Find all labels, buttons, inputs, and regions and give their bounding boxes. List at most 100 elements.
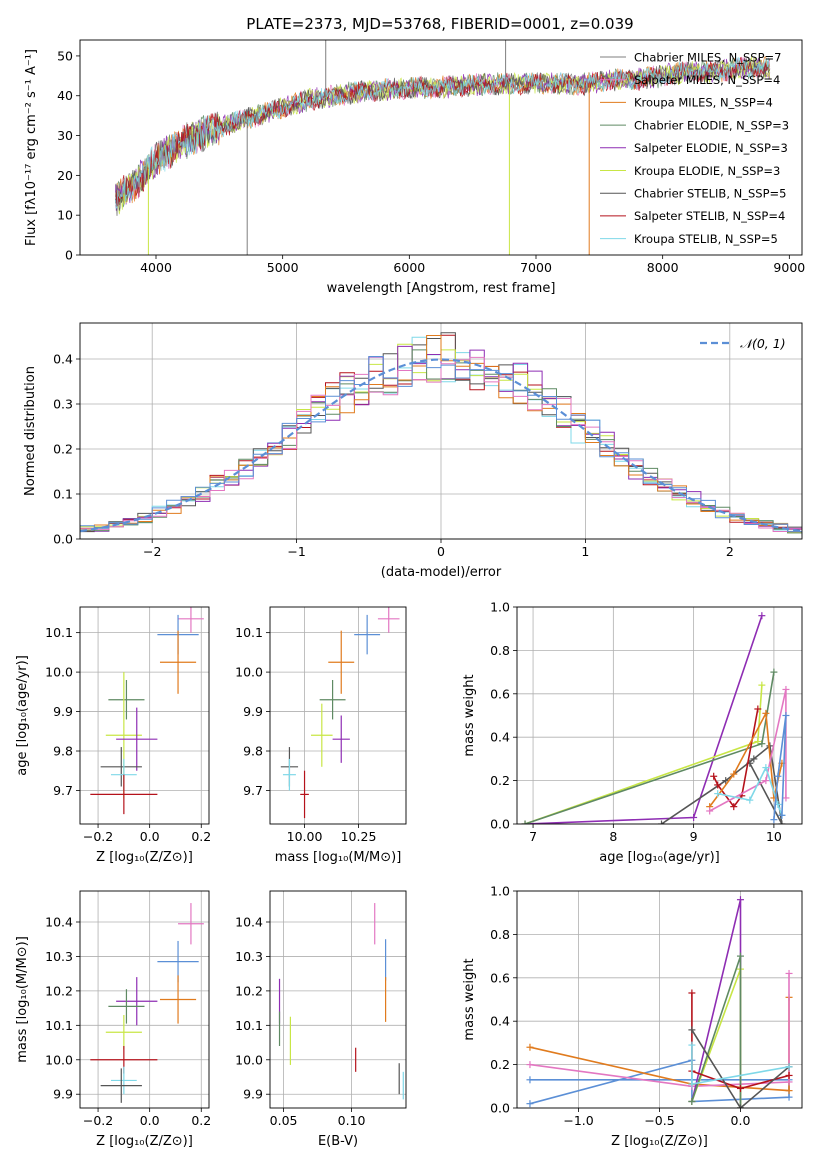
- chart-residuals: −2 −1 0 1 2 0.0 0.1 0.2 0.3 0.4 (data-model)/error…: [23, 322, 803, 580]
- y-tick-label: 0.0: [490, 1101, 510, 1116]
- chart-age_vs_z: −0.2 0.0 0.2 9.7 9.8 9.9 10.0 10.1 Z [log₁₀(Z/Z⊙…: [15, 606, 211, 865]
- y-tick-label: 10.0: [235, 1052, 263, 1067]
- x-tick-label: 9: [690, 829, 698, 844]
- x-tick-label: −1.0: [563, 1113, 593, 1128]
- x-tick-label: 8: [609, 829, 617, 844]
- x-tick-label: −0.5: [644, 1113, 674, 1128]
- y-tick-label: 0.0: [53, 532, 73, 547]
- y-tick-label: 0.2: [490, 1057, 510, 1072]
- spectrum-legend: Chabrier MILES, N_SSP=7 Salpeter MILES, N…: [600, 50, 789, 246]
- legend-label: Salpeter MILES, N_SSP=4: [634, 73, 780, 87]
- x-tick-label: −0.2: [83, 829, 113, 844]
- legend-label: Chabrier MILES, N_SSP=7: [634, 50, 781, 64]
- weight-series: [521, 612, 790, 824]
- chart-mass_vs_ebv: 0.05 0.10 9.9 10.0 10.1 10.2 10.3 10.4 E(B-V): [235, 890, 407, 1149]
- weight-line: [661, 744, 783, 824]
- y-axis-label: age [log₁₀(age/yr)]: [15, 655, 30, 776]
- y-tick-label: 10.3: [235, 949, 263, 964]
- y-axis-label: Normed distribution: [23, 366, 38, 496]
- figure-title: PLATE=2373, MJD=53768, FIBERID=0001, z=0…: [246, 15, 633, 33]
- x-tick-label: 0.2: [191, 1113, 211, 1128]
- errorbar-points: [278, 903, 404, 1100]
- plot-frame: [79, 322, 803, 540]
- y-tick-label: 10.0: [235, 665, 263, 680]
- y-tick-label: 50: [57, 48, 73, 63]
- legend-label: Chabrier ELODIE, N_SSP=3: [634, 118, 789, 132]
- y-tick-label: 10.3: [45, 949, 73, 964]
- x-tick-label: 5000: [267, 260, 299, 275]
- x-axis-label: wavelength [Angstrom, rest frame]: [327, 281, 556, 296]
- spectrum-lines: [115, 40, 771, 255]
- y-tick-label: 9.9: [53, 704, 73, 719]
- y-tick-label: 1.0: [490, 600, 510, 615]
- y-tick-label: 10.2: [235, 983, 263, 998]
- chart-age_vs_mass: 10.00 10.25 9.7 9.8 9.9 10.0 10.1 mass [log₁₀(M…: [235, 606, 407, 865]
- x-tick-label: 1: [581, 544, 589, 559]
- y-tick-label: 0.8: [490, 927, 510, 942]
- x-tick-label: 7000: [520, 260, 552, 275]
- weight-line: [709, 689, 787, 812]
- x-tick-label: 2: [726, 544, 734, 559]
- chart-spectrum: 4000 5000 6000 7000 8000 9000 0 10 20 30 40 50 wavel…: [24, 39, 805, 296]
- x-tick-label: 0.10: [338, 1113, 366, 1128]
- legend-label: Salpeter ELODIE, N_SSP=3: [634, 141, 788, 155]
- x-axis-label: mass [log₁₀(M/M⊙)]: [275, 850, 402, 865]
- legend-label: Kroupa STELIB, N_SSP=5: [634, 232, 778, 246]
- y-tick-label: 10.1: [235, 1018, 263, 1033]
- panels: 4000 5000 6000 7000 8000 900001020304050wavel…: [15, 39, 805, 1149]
- x-tick-label: 0.2: [191, 829, 211, 844]
- y-tick-label: 0: [65, 248, 73, 263]
- weight-line: [773, 715, 787, 820]
- x-tick-label: 4000: [140, 260, 172, 275]
- y-tick-label: 0.2: [53, 442, 73, 457]
- y-tick-label: 10.4: [235, 915, 263, 930]
- y-tick-label: 0.2: [490, 773, 510, 788]
- y-tick-label: 10.1: [235, 625, 263, 640]
- x-tick-label: 10.25: [341, 829, 377, 844]
- y-tick-label: 10.0: [45, 1052, 73, 1067]
- y-tick-label: 0.1: [53, 487, 73, 502]
- errorbar-points: [90, 607, 204, 815]
- y-tick-label: 9.8: [243, 744, 263, 759]
- x-axis-label: Z [log₁₀(Z/Z⊙)]: [96, 850, 193, 865]
- x-tick-label: 10.00: [287, 829, 323, 844]
- plot-frame: [79, 606, 210, 825]
- x-axis-label: E(B-V): [318, 1134, 358, 1149]
- x-axis-label: age [log₁₀(age/yr)]: [599, 850, 720, 865]
- y-tick-label: 0.8: [490, 643, 510, 658]
- y-tick-label: 30: [57, 128, 73, 143]
- y-tick-label: 10.1: [45, 1018, 73, 1033]
- y-tick-label: 10.0: [45, 665, 73, 680]
- histogram-steps: [80, 332, 802, 537]
- y-tick-label: 9.7: [243, 783, 263, 798]
- x-tick-label: 10: [766, 829, 782, 844]
- y-axis-label: mass weight: [462, 958, 477, 1040]
- legend-label: Chabrier STELIB, N_SSP=5: [634, 187, 786, 201]
- chart-weight_vs_z: −1.0 −0.5 0.0 0.0 0.2 0.4 0.6 0.8 1.0 Z [log₁₀(Z/…: [462, 884, 803, 1149]
- errorbar-points: [280, 607, 400, 819]
- y-tick-label: 0.6: [490, 686, 510, 701]
- x-axis-label: Z [log₁₀(Z/Z⊙)]: [96, 1134, 193, 1149]
- y-tick-label: 40: [57, 88, 73, 103]
- x-tick-label: 0.0: [140, 829, 160, 844]
- y-tick-label: 9.9: [243, 1087, 263, 1102]
- y-tick-label: 0.4: [490, 730, 510, 745]
- plot-frame: [269, 890, 407, 1109]
- x-axis-label: Z [log₁₀(Z/Z⊙)]: [611, 1134, 708, 1149]
- x-tick-label: −0.2: [83, 1113, 113, 1128]
- y-tick-label: 0.3: [53, 397, 73, 412]
- x-tick-label: 0.0: [731, 1113, 751, 1128]
- x-tick-label: 0.0: [140, 1113, 160, 1128]
- errorbar-points: [90, 903, 204, 1103]
- y-tick-label: 10.4: [45, 915, 73, 930]
- legend-label: Salpeter STELIB, N_SSP=4: [634, 209, 785, 223]
- y-tick-label: 1.0: [490, 884, 510, 899]
- legend-label: Kroupa MILES, N_SSP=4: [634, 96, 773, 110]
- x-tick-label: 7: [529, 829, 537, 844]
- chart-weight_vs_age: 7 8 9 10 0.0 0.2 0.4 0.6 0.8 1.0 age [log₁₀(age/yr…: [462, 600, 803, 865]
- weight-line: [691, 1029, 790, 1108]
- plot-frame: [79, 890, 210, 1109]
- y-axis-label: mass weight: [462, 674, 477, 756]
- plot-frame: [516, 606, 803, 825]
